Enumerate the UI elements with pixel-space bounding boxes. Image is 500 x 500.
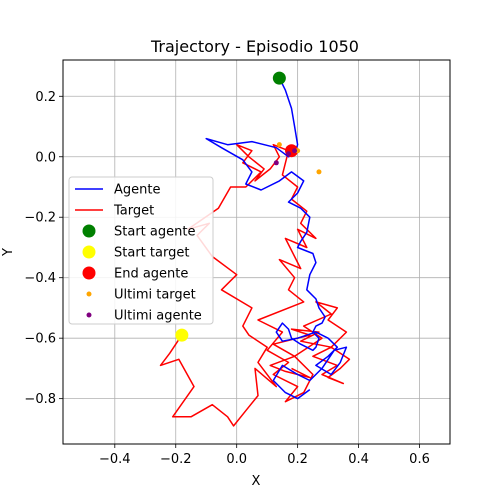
marker-ultimi-agente [292, 148, 298, 154]
marker-start-agente [272, 71, 286, 85]
grid-lines [63, 60, 450, 444]
legend-target-label: Target [113, 204, 154, 219]
y-axis-label: Y [1, 248, 16, 257]
legend-end-agente-label: End agente [114, 267, 188, 282]
marker-ultimi-agente [285, 151, 291, 157]
series-line-target [159, 143, 351, 427]
marker-ultimi-agente [273, 160, 279, 166]
y-tick-label: −0.2 [24, 211, 56, 226]
x-tick-label: −0.2 [160, 452, 192, 467]
legend-ultimi-agente-swatch [86, 312, 92, 318]
legend-end-agente-swatch [82, 266, 96, 280]
marker-ultimi-target [316, 169, 322, 175]
y-tick-label: −0.6 [24, 332, 56, 347]
x-tick-label: 0.6 [409, 452, 430, 467]
legend-start-target-swatch [82, 245, 96, 259]
legend-start-agente-swatch [82, 224, 96, 238]
plot-frame [62, 59, 451, 445]
legend-start-agente-label: Start agente [114, 225, 195, 240]
legend-start-target-label: Start target [114, 246, 189, 261]
marker-ultimi-target [276, 142, 282, 148]
legend-ultimi-target-label: Ultimi target [114, 288, 196, 303]
series-line-agente [205, 77, 348, 400]
legend-box [68, 176, 214, 325]
y-tick-label: −0.4 [24, 271, 56, 286]
y-tick-label: −0.8 [24, 392, 56, 407]
legend: Agente Target Start agente Start target End … [68, 176, 214, 325]
axis-ticks: −0.4 −0.2 0.0 0.2 0.4 0.6 0.2 0.0 −0.2 −0.4 −0.6 −0… [24, 90, 429, 467]
legend-ultimi-target-swatch [86, 291, 92, 297]
x-tick-label: 0.2 [287, 452, 308, 467]
x-tick-label: −0.4 [99, 452, 131, 467]
legend-agente-label: Agente [114, 183, 160, 198]
x-tick-label: 0.0 [226, 452, 247, 467]
y-tick-label: 0.0 [35, 150, 56, 165]
chart-title: Trajectory - Episodio 1050 [150, 37, 359, 56]
x-tick-label: 0.4 [348, 452, 369, 467]
x-axis-label: X [252, 474, 261, 489]
y-tick-label: 0.2 [35, 90, 56, 105]
marker-start-target [175, 328, 189, 342]
markers-layer [175, 71, 322, 342]
series-layer [159, 77, 351, 427]
legend-ultimi-agente-label: Ultimi agente [114, 309, 202, 324]
